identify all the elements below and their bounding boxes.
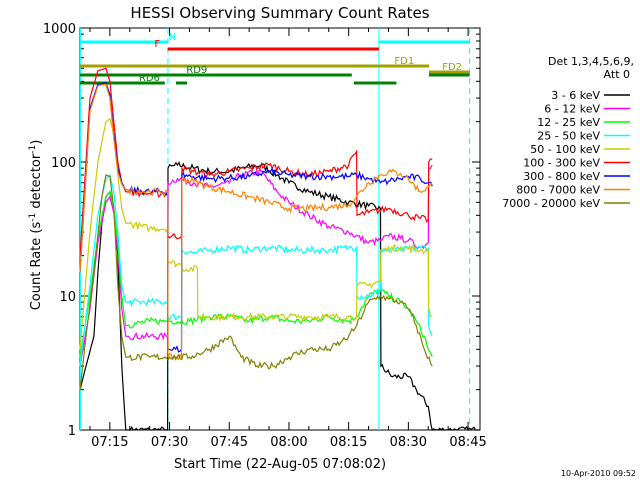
flag-label: RD6 [139,73,160,84]
series-line [79,174,433,390]
plot-area: 1 10 100 1000 07:15 07:30 07:45 08:00 08:15 08:30… [43,22,487,450]
series-line [79,161,480,432]
chart-title: HESSI Observing Summary Count Rates [130,4,429,22]
y-axis-label: Count Rate (s-1 detector-1) [28,140,44,311]
flag-label: FD2 [442,62,462,73]
plot-frame [79,27,481,431]
flag-label: FD1 [394,56,414,67]
x-tick-label: 07:30 [151,435,188,450]
y-tick-label: 10 [59,290,76,305]
series-line [79,117,433,350]
flag-label: N [169,32,176,43]
legend-label: 800 - 7000 keV [516,184,600,197]
legend-label: 50 - 100 keV [530,143,600,156]
legend-label: 12 - 25 keV [537,116,600,129]
legend-label: 300 - 800 keV [523,170,600,183]
series-line [79,164,433,367]
x-tick-label: 07:45 [211,435,248,450]
y-tick-label: 1 [68,424,76,439]
x-tick-label: 07:15 [91,435,128,450]
series-line [79,82,433,353]
legend-header-line-2: Att 0 [604,68,630,81]
series-line [79,83,433,361]
flag-label: RD9 [186,65,207,76]
legend-label: 25 - 50 keV [537,130,600,143]
x-tick-label: 08:00 [270,435,307,450]
x-tick-label: 08:30 [390,435,427,450]
legend-label: 3 - 6 keV [551,89,600,102]
timestamp: 10-Apr-2010 09:52 [560,469,636,478]
legend-label: 6 - 12 keV [544,103,600,116]
legend-label: 7000 - 20000 keV [502,197,600,210]
legend-label: 100 - 300 keV [523,157,600,170]
y-tick-label: 100 [51,156,76,171]
series-line [79,173,433,367]
flag-label: F [154,39,160,50]
y-tick-label: 1000 [43,22,76,37]
legend-header-line-1: Det 1,3,4,5,6,9, [548,55,634,68]
x-axis-label: Start Time (22-Aug-05 07:08:02) [174,457,386,472]
x-tick-label: 08:45 [449,435,486,450]
x-tick-label: 08:15 [330,435,367,450]
